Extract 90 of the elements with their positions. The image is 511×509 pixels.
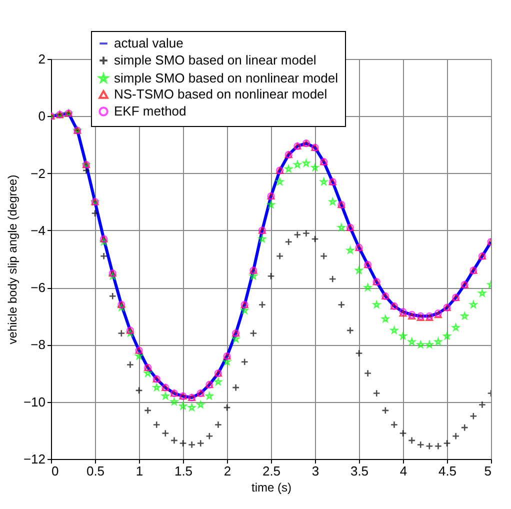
- point: [196, 439, 204, 448]
- point: [179, 439, 187, 448]
- x-tick-label: 5: [484, 464, 492, 478]
- point: [276, 252, 284, 260]
- point: [470, 412, 478, 420]
- x-tick-label: 2: [224, 464, 232, 478]
- point: [214, 420, 222, 429]
- legend-label: EKF method: [114, 104, 186, 118]
- point: [320, 252, 328, 260]
- y-tick-label: −10: [23, 394, 46, 410]
- point: [108, 272, 116, 280]
- point: [240, 358, 248, 366]
- point: [478, 400, 486, 409]
- x-axis-title: time (s): [252, 480, 292, 494]
- point: [223, 404, 231, 412]
- legend-label: actual value: [114, 36, 184, 50]
- point: [364, 369, 372, 378]
- y-tick-label: 2: [38, 52, 46, 66]
- point: [196, 400, 204, 408]
- point: [126, 360, 134, 369]
- point: [258, 300, 266, 309]
- point: [355, 349, 363, 358]
- y-tick-label: −8: [30, 337, 46, 352]
- point: [416, 440, 424, 449]
- point: [162, 429, 170, 438]
- point: [399, 332, 407, 340]
- legend-label: simple SMO based on linear model: [114, 52, 316, 68]
- point: [206, 392, 214, 400]
- point: [108, 292, 116, 300]
- y-tick-label: 0: [38, 108, 46, 124]
- point: [382, 406, 390, 414]
- point: [470, 300, 478, 308]
- x-tick-label: 0.5: [86, 464, 105, 478]
- x-tick-label: 3.5: [350, 464, 369, 478]
- point: [135, 352, 143, 360]
- x-tick-label: 4.5: [438, 464, 457, 478]
- x-tick-label: 1.5: [174, 464, 193, 478]
- point: [328, 275, 336, 283]
- point: [416, 340, 424, 348]
- y-tick-label: −2: [30, 166, 46, 181]
- point: [338, 300, 346, 309]
- point: [426, 340, 434, 348]
- point: [162, 392, 170, 400]
- x-tick-label: 2.5: [262, 464, 281, 478]
- point: [452, 432, 460, 440]
- y-axis-title: vehicle body slip angle (degree): [5, 174, 20, 344]
- point: [188, 440, 196, 449]
- point: [267, 200, 275, 208]
- point: [144, 406, 152, 414]
- point: [250, 329, 258, 338]
- x-tick-label: 3: [312, 464, 320, 478]
- point: [443, 439, 451, 448]
- point: [294, 160, 302, 168]
- point: [206, 432, 214, 440]
- point: [250, 272, 258, 280]
- y-tick-label: −4: [30, 222, 46, 238]
- point: [372, 300, 380, 308]
- legend-label: simple SMO based on nonlinear model: [114, 70, 338, 86]
- point: [100, 252, 108, 260]
- point: [179, 402, 187, 410]
- point: [82, 166, 90, 174]
- point: [118, 304, 126, 311]
- point: [460, 424, 468, 432]
- point: [460, 312, 468, 320]
- point: [284, 238, 292, 246]
- point: [152, 384, 160, 391]
- point: [170, 436, 178, 444]
- point: [267, 272, 275, 280]
- point: [118, 329, 126, 338]
- point: [434, 442, 442, 450]
- point: [311, 235, 319, 243]
- x-tick-label: 1: [136, 464, 144, 478]
- x-tick-label: 4: [400, 464, 408, 478]
- point: [443, 332, 451, 340]
- legend-label: NS-TSMO based on nonlinear model: [114, 86, 328, 102]
- point: [426, 442, 434, 450]
- point: [91, 209, 99, 218]
- point: [232, 384, 240, 392]
- point: [302, 229, 310, 238]
- point: [408, 436, 416, 444]
- x-tick-label: 0: [52, 464, 59, 478]
- point: [390, 420, 398, 429]
- point: [346, 326, 354, 334]
- y-tick-label: −12: [23, 452, 46, 466]
- point: [135, 386, 143, 394]
- y-tick-label: −6: [30, 280, 46, 296]
- point: [372, 389, 380, 398]
- point: [152, 420, 160, 429]
- point: [399, 429, 407, 438]
- point: [294, 230, 302, 239]
